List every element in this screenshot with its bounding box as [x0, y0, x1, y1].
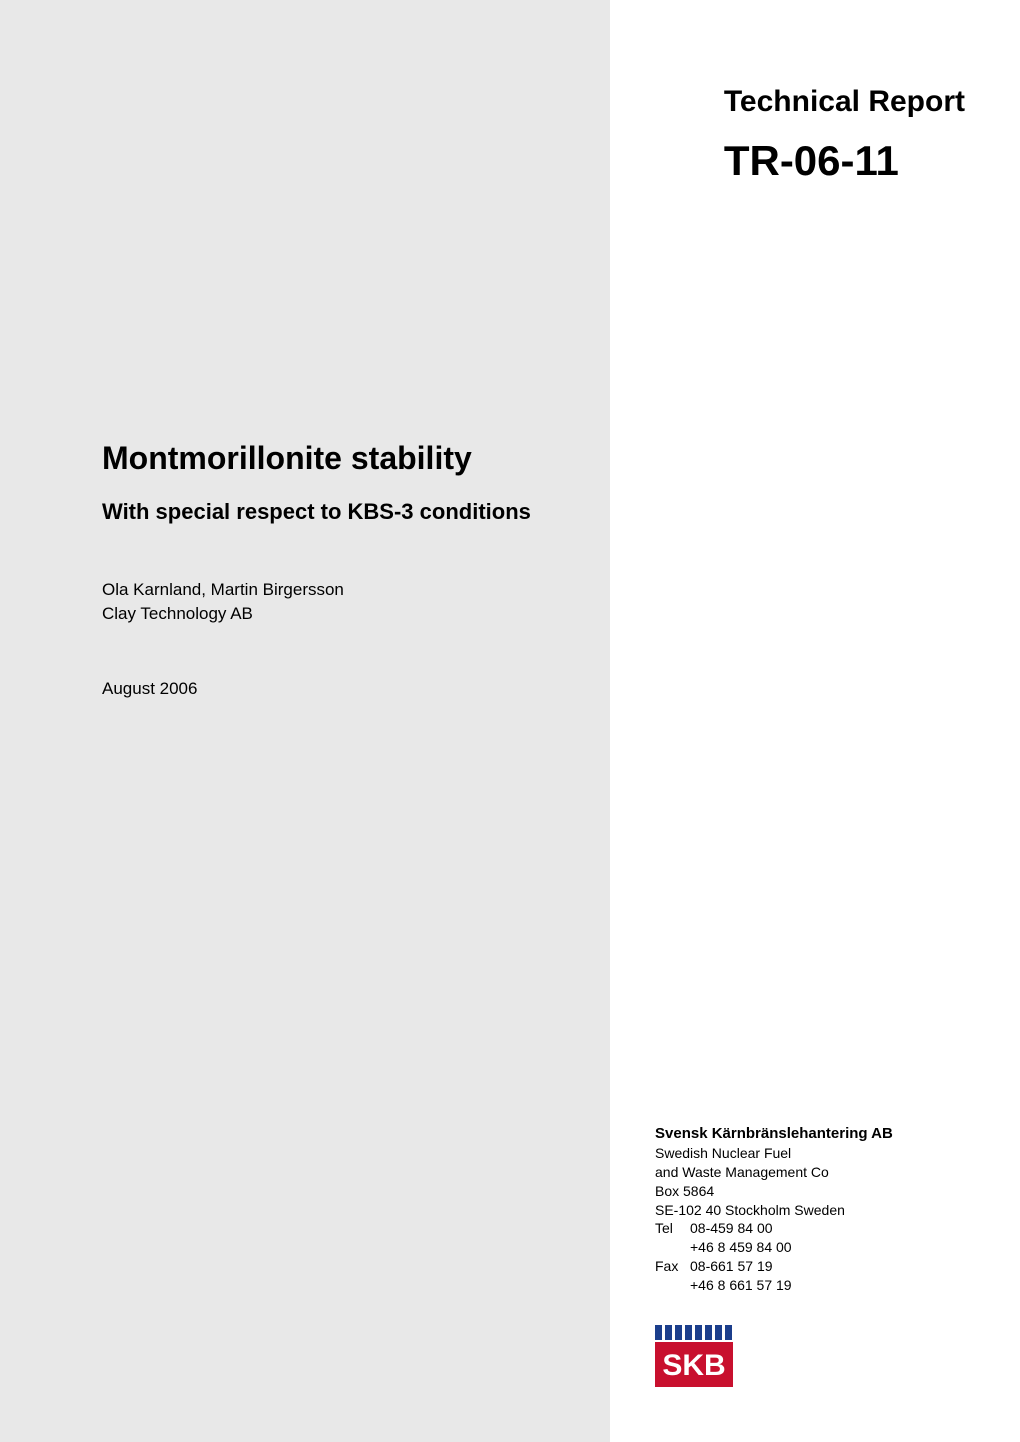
- fax-line2: +46 8 661 57 19: [655, 1276, 965, 1295]
- logo-container: SKB: [655, 1325, 965, 1392]
- subtitle: With special respect to KBS-3 conditions: [102, 499, 531, 525]
- company-name: Svensk Kärnbränslehantering AB: [655, 1125, 965, 1142]
- company-info: Swedish Nuclear Fuel and Waste Managemen…: [655, 1144, 965, 1295]
- company-box: Box 5864: [655, 1182, 965, 1201]
- fax-label: Fax: [655, 1257, 690, 1276]
- svg-text:SKB: SKB: [662, 1349, 725, 1382]
- gray-background-panel: [0, 0, 610, 1442]
- publication-date: August 2006: [102, 679, 531, 699]
- fax-number-1: 08-661 57 19: [690, 1257, 773, 1276]
- company-description-line1: Swedish Nuclear Fuel: [655, 1144, 965, 1163]
- technical-report-label: Technical Report: [724, 85, 965, 119]
- affiliation: Clay Technology AB: [102, 604, 531, 624]
- header-section: Technical Report TR-06-11: [724, 85, 965, 185]
- footer-section: Svensk Kärnbränslehantering AB Swedish N…: [655, 1125, 965, 1392]
- authors: Ola Karnland, Martin Birgersson: [102, 580, 531, 600]
- tel-label: Tel: [655, 1219, 690, 1238]
- content-section: Montmorillonite stability With special r…: [102, 440, 531, 699]
- tel-line1: Tel 08-459 84 00: [655, 1219, 965, 1238]
- report-number: TR-06-11: [724, 137, 965, 185]
- company-description-line2: and Waste Management Co: [655, 1163, 965, 1182]
- skb-logo-icon: SKB: [655, 1325, 733, 1387]
- main-title: Montmorillonite stability: [102, 440, 531, 477]
- tel-line2: +46 8 459 84 00: [655, 1238, 965, 1257]
- fax-line1: Fax 08-661 57 19: [655, 1257, 965, 1276]
- tel-number-1: 08-459 84 00: [690, 1219, 773, 1238]
- company-address: SE-102 40 Stockholm Sweden: [655, 1201, 965, 1220]
